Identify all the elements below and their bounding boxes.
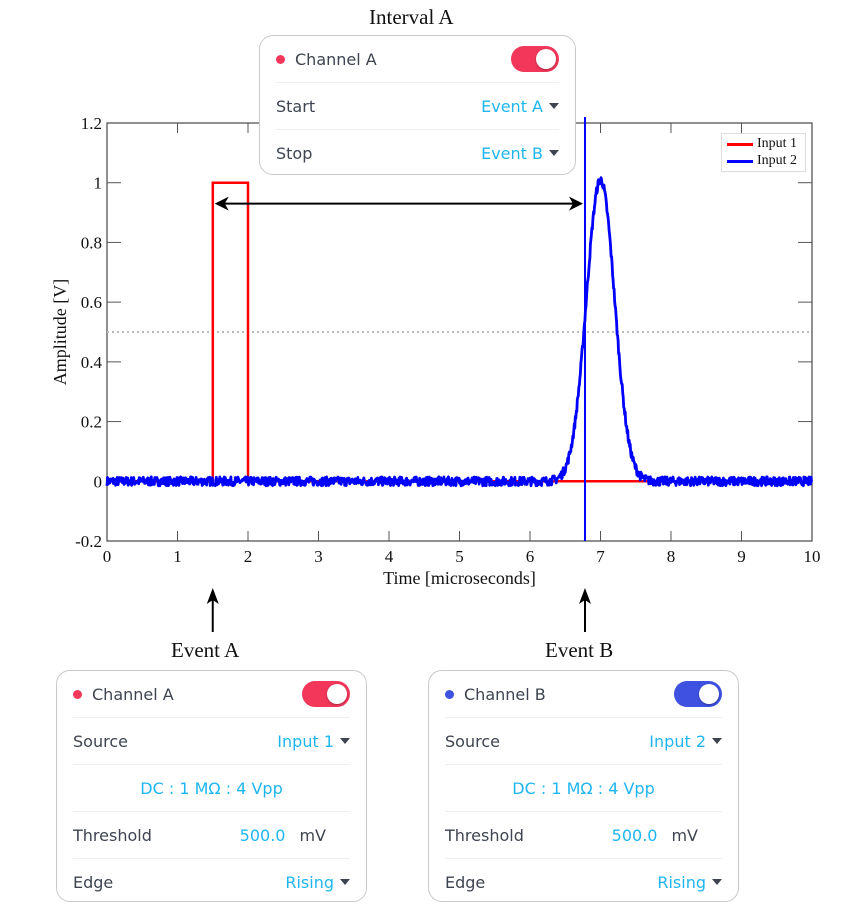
event-a-label: Event A	[171, 638, 240, 662]
legend-entry-input-2: Input 2	[727, 153, 797, 169]
event-a-edge-dropdown[interactable]: Rising	[285, 873, 350, 892]
source-value: Input 2	[649, 731, 706, 751]
interval-channel-name: Channel A	[295, 49, 377, 69]
legend-swatch-input-1	[727, 142, 753, 146]
channel-a-dot-icon	[73, 689, 82, 699]
event-b-threshold-input[interactable]: 500.0	[611, 825, 658, 845]
x-tick-label: 7	[596, 547, 605, 566]
x-tick-label: 3	[314, 547, 323, 566]
threshold-unit: mV	[299, 825, 326, 845]
stop-label: Stop	[276, 143, 313, 163]
interval-stop-row: Stop Event B	[276, 130, 559, 176]
y-tick-label: 1	[94, 174, 103, 193]
legend: Input 1 Input 2	[721, 133, 806, 172]
x-tick-label: 9	[737, 547, 746, 566]
toggle-knob	[536, 49, 556, 69]
chevron-down-icon	[712, 738, 722, 744]
legend-entry-input-1: Input 1	[727, 136, 797, 152]
x-tick-label: 5	[455, 547, 464, 566]
edge-value: Rising	[657, 872, 706, 892]
y-tick-label: 0.8	[81, 233, 102, 252]
event-a-card-header: Channel A	[73, 671, 350, 718]
start-label: Start	[276, 96, 316, 116]
x-tick-label: 1	[173, 547, 182, 566]
event-a-source-row: Source Input 1	[73, 718, 350, 765]
edge-label: Edge	[73, 872, 114, 892]
interval-arrow-right-head	[568, 196, 583, 211]
channel-b-dot-icon	[445, 689, 454, 699]
interval-card-header: Channel A	[276, 36, 559, 83]
event-a-channel-name: Channel A	[92, 684, 174, 704]
event-a-card: Channel A Source Input 1 DC : 1 MΩ : 4 V…	[56, 670, 367, 902]
event-b-label: Event B	[545, 638, 614, 662]
stop-dropdown[interactable]: Event B	[481, 144, 559, 163]
chevron-down-icon	[549, 150, 559, 156]
edge-label: Edge	[445, 872, 486, 892]
start-value: Event A	[481, 96, 543, 116]
event-a-coupling[interactable]: DC : 1 MΩ : 4 Vpp	[140, 778, 283, 798]
chevron-down-icon	[340, 738, 350, 744]
x-tick-label: 10	[804, 547, 821, 566]
event-a-channel-toggle[interactable]	[302, 681, 350, 707]
series-input-1-line	[107, 181, 812, 483]
legend-label-input-2: Input 2	[757, 153, 798, 168]
event-a-threshold-input[interactable]: 500.0	[239, 825, 286, 845]
legend-swatch-input-2	[727, 159, 753, 163]
x-tick-label: 4	[385, 547, 394, 566]
source-label: Source	[73, 731, 128, 751]
x-tick-label: 0	[103, 547, 112, 566]
y-tick-label: 0.2	[81, 413, 102, 432]
interval-card: Channel A Start Event A Stop Event B	[259, 35, 576, 175]
y-tick-label: 1.2	[81, 114, 102, 133]
event-b-card: Channel B Source Input 2 DC : 1 MΩ : 4 V…	[428, 670, 739, 902]
event-a-coupling-row: DC : 1 MΩ : 4 Vpp	[73, 765, 350, 812]
y-tick-label: -0.2	[75, 532, 102, 551]
y-tick-label: 0.4	[81, 353, 103, 372]
event-b-edge-dropdown[interactable]: Rising	[657, 873, 722, 892]
interval-arrow-left-head	[214, 196, 229, 211]
y-tick-label: 0	[94, 472, 103, 491]
event-b-card-header: Channel B	[445, 671, 722, 718]
event-b-source-row: Source Input 2	[445, 718, 722, 765]
event-a-edge-row: Edge Rising	[73, 859, 350, 905]
interval-channel-toggle[interactable]	[511, 46, 559, 72]
y-axis-label: Amplitude [V]	[50, 279, 70, 385]
event-a-arrow-head	[206, 588, 219, 604]
threshold-label: Threshold	[445, 825, 524, 845]
event-b-arrow-head	[578, 588, 591, 604]
event-b-channel-toggle[interactable]	[674, 681, 722, 707]
chevron-down-icon	[549, 103, 559, 109]
chevron-down-icon	[712, 879, 722, 885]
y-tick-label: 0.6	[81, 293, 102, 312]
edge-value: Rising	[285, 872, 334, 892]
x-tick-label: 8	[667, 547, 676, 566]
channel-a-dot-icon	[276, 54, 285, 64]
chevron-down-icon	[340, 879, 350, 885]
event-b-channel-name: Channel B	[464, 684, 546, 704]
toggle-knob	[327, 684, 347, 704]
event-b-edge-row: Edge Rising	[445, 859, 722, 905]
x-axis-label: Time [microseconds]	[383, 568, 536, 588]
x-tick-label: 2	[244, 547, 253, 566]
source-value: Input 1	[277, 731, 334, 751]
legend-label-input-1: Input 1	[757, 136, 798, 151]
series-input-2-line	[105, 176, 813, 488]
start-dropdown[interactable]: Event A	[481, 97, 559, 116]
threshold-label: Threshold	[73, 825, 152, 845]
event-a-source-dropdown[interactable]: Input 1	[277, 732, 350, 751]
x-tick-label: 6	[526, 547, 535, 566]
event-b-source-dropdown[interactable]: Input 2	[649, 732, 722, 751]
stop-value: Event B	[481, 143, 543, 163]
event-b-coupling[interactable]: DC : 1 MΩ : 4 Vpp	[512, 778, 655, 798]
event-a-threshold-row: Threshold 500.0 mV	[73, 812, 350, 859]
event-b-coupling-row: DC : 1 MΩ : 4 Vpp	[445, 765, 722, 812]
event-b-threshold-row: Threshold 500.0 mV	[445, 812, 722, 859]
source-label: Source	[445, 731, 500, 751]
toggle-knob	[699, 684, 719, 704]
threshold-unit: mV	[671, 825, 698, 845]
interval-title: Interval A	[369, 5, 454, 29]
interval-start-row: Start Event A	[276, 83, 559, 130]
